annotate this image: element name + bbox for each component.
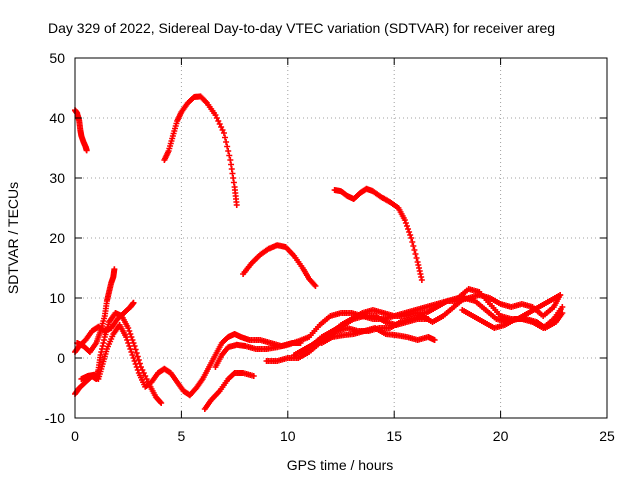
data-point [224, 143, 231, 150]
data-point [411, 247, 418, 253]
data-point [407, 232, 414, 238]
data-point [250, 373, 257, 379]
data-point [133, 350, 140, 356]
data-point [405, 226, 412, 232]
data-point [127, 331, 134, 337]
data-point [225, 148, 232, 154]
series-arc-h [78, 322, 304, 399]
data-point [312, 283, 319, 289]
data-point [401, 217, 408, 223]
y-axis-label: SDTVAR / TECUs [5, 182, 21, 294]
data-point [133, 364, 140, 370]
y-tick-label: 30 [49, 170, 65, 186]
data-point [130, 299, 137, 306]
data-point [220, 130, 227, 136]
series-arc-n [318, 325, 438, 346]
data-point [425, 316, 432, 322]
series-arc-c [240, 242, 319, 289]
data-point [128, 349, 135, 355]
axis-ticks [74, 57, 608, 419]
data-point [129, 337, 136, 343]
series-arc-f [74, 266, 118, 355]
data-point [135, 357, 142, 363]
data-point [126, 343, 133, 349]
data-point [131, 358, 138, 364]
data-point [410, 243, 417, 249]
x-tick-labels: 0 5 10 15 20 25 [71, 428, 615, 444]
chart-title: Day 329 of 2022, Sidereal Day-to-day VTE… [48, 20, 555, 36]
series-arc-o [459, 307, 566, 331]
data-point [223, 139, 230, 145]
data-point [403, 223, 410, 229]
y-tick-labels: -10 0 10 20 30 40 50 [45, 50, 65, 426]
data-point [222, 134, 229, 141]
data-points [72, 93, 566, 412]
y-tick-label: 40 [49, 110, 65, 126]
data-point [134, 353, 141, 360]
data-point [125, 340, 132, 346]
data-point [125, 325, 132, 331]
series-arc-i [201, 370, 257, 412]
y-tick-label: 20 [49, 230, 65, 246]
data-point [559, 310, 566, 316]
data-point [233, 202, 240, 208]
data-point [157, 399, 164, 405]
series-arc-a [72, 107, 90, 154]
data-point [158, 400, 165, 406]
data-point [559, 304, 566, 310]
data-point [111, 266, 118, 273]
data-point [123, 334, 130, 340]
data-point [413, 255, 420, 261]
y-tick-label: -10 [45, 410, 65, 426]
data-point [127, 346, 134, 352]
data-point [418, 277, 425, 283]
x-tick-label: 15 [386, 428, 402, 444]
x-tick-label: 10 [280, 428, 296, 444]
data-point [124, 337, 131, 343]
data-point [402, 220, 409, 226]
data-point [130, 355, 137, 361]
grid-lines [75, 58, 607, 418]
x-axis-label: GPS time / hours [287, 457, 394, 473]
data-point [132, 346, 139, 353]
data-point [83, 147, 90, 154]
series-arc-b [161, 93, 240, 208]
data-point [431, 337, 438, 343]
y-tick-label: 0 [57, 350, 65, 366]
x-tick-label: 25 [599, 428, 615, 444]
y-tick-label: 50 [49, 50, 65, 66]
data-point [126, 328, 133, 334]
data-point [406, 229, 413, 235]
data-point [129, 352, 136, 358]
x-tick-label: 5 [178, 428, 186, 444]
y-tick-label: 10 [49, 290, 65, 306]
data-point [132, 361, 139, 367]
data-point [130, 340, 137, 346]
series-arc-d [331, 185, 425, 283]
data-point [134, 367, 141, 373]
data-point [131, 343, 138, 349]
series-arc-m [297, 313, 432, 355]
data-point [408, 235, 415, 241]
data-point [128, 334, 135, 340]
data-point [409, 239, 416, 245]
data-point [202, 98, 209, 105]
data-point [412, 251, 419, 257]
data-point [557, 292, 564, 298]
x-tick-label: 20 [493, 428, 509, 444]
data-point [226, 152, 233, 159]
x-tick-label: 0 [71, 428, 79, 444]
